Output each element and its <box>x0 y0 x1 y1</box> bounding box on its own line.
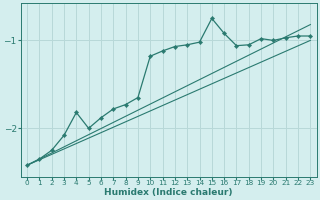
X-axis label: Humidex (Indice chaleur): Humidex (Indice chaleur) <box>104 188 233 197</box>
